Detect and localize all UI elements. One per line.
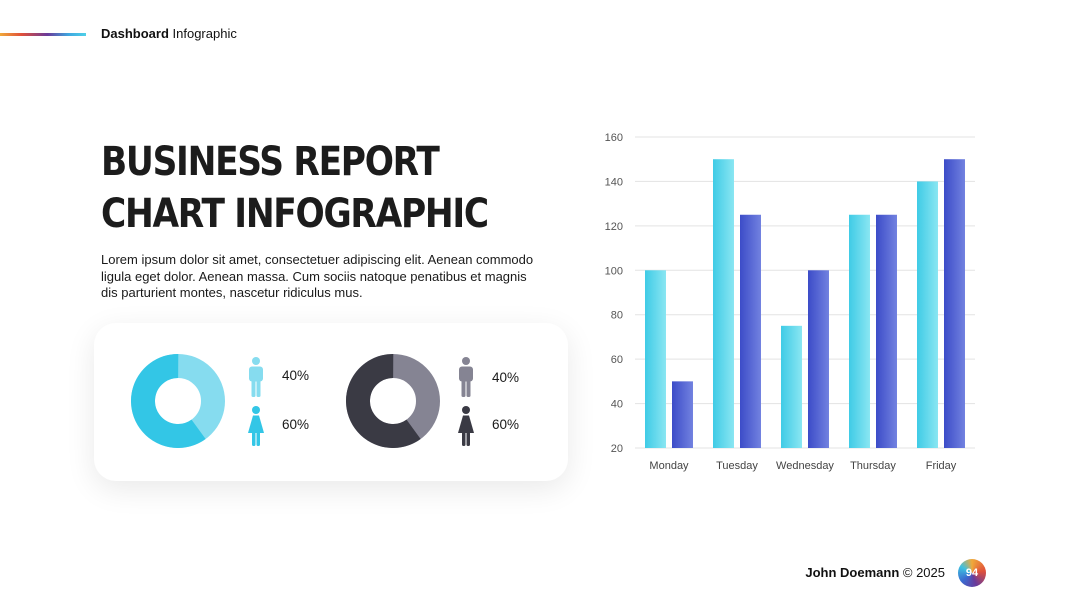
donut-1-male-percent: 40% bbox=[282, 368, 310, 383]
header-title-bold: Dashboard bbox=[101, 26, 169, 41]
bar-chart: 20 40 60 80 100 120 140 160 Monday Tuesday Wednesd… bbox=[590, 125, 990, 485]
page-title-line-2: CHART INFOGRAPHIC bbox=[101, 191, 489, 237]
male-icon bbox=[459, 357, 473, 397]
male-icon bbox=[249, 357, 263, 397]
footer-copyright: © 2025 bbox=[899, 565, 945, 580]
y-tick-label: 60 bbox=[611, 354, 623, 366]
bar-series-2-thursday bbox=[876, 214, 897, 448]
donut-card: 40% 60% 40% 60% bbox=[94, 323, 568, 481]
description-text: Lorem ipsum dolor sit amet, consectetuer… bbox=[101, 252, 534, 300]
x-tick-label: Thursday bbox=[850, 460, 896, 472]
x-tick-label: Wednesday bbox=[776, 460, 834, 472]
bar-series-2-tuesday bbox=[740, 214, 761, 448]
bar-series-2-monday bbox=[672, 381, 693, 448]
header-accent-line bbox=[0, 33, 86, 36]
y-tick-label: 80 bbox=[611, 310, 623, 322]
bar-chart-svg: 20 40 60 80 100 120 140 160 Monday Tuesday Wednesd… bbox=[605, 132, 975, 472]
donut-chart-2 bbox=[346, 354, 440, 448]
x-tick-label: Monday bbox=[649, 460, 689, 472]
donut-chart-1 bbox=[131, 354, 225, 448]
y-tick-label: 120 bbox=[605, 221, 623, 233]
female-icon bbox=[458, 406, 474, 446]
x-tick-label: Tuesday bbox=[716, 460, 758, 472]
header-title: Dashboard Infographic bbox=[101, 26, 237, 41]
bar-series-1-tuesday bbox=[713, 159, 734, 448]
y-tick-label: 40 bbox=[611, 399, 623, 411]
bar-series-1-friday bbox=[917, 181, 938, 448]
x-tick-label: Friday bbox=[926, 460, 957, 472]
female-icon bbox=[248, 406, 264, 446]
footer-author: John Doemann bbox=[805, 565, 900, 580]
y-tick-label: 100 bbox=[605, 265, 623, 277]
donut-2-female-percent: 60% bbox=[492, 417, 520, 432]
y-tick-label: 20 bbox=[611, 443, 623, 455]
bar-series-1-monday bbox=[645, 270, 666, 448]
y-tick-label: 160 bbox=[605, 132, 623, 144]
page-number-badge: 94 bbox=[958, 559, 986, 587]
donut-2-male-percent: 40% bbox=[492, 370, 520, 385]
bar-series-1-wednesday bbox=[781, 325, 802, 448]
header-title-rest: Infographic bbox=[168, 26, 237, 41]
page-title: BUSINESS REPORT CHART INFOGRAPHIC bbox=[101, 136, 489, 240]
footer-credit: John Doemann © 2025 bbox=[805, 565, 945, 580]
bar-series-1-thursday bbox=[849, 214, 870, 448]
bar-series-2-friday bbox=[944, 159, 965, 448]
bar-series-2-wednesday bbox=[808, 270, 829, 448]
y-tick-label: 140 bbox=[605, 176, 623, 188]
page-title-line-1: BUSINESS REPORT bbox=[101, 139, 440, 185]
donut-1-female-percent: 60% bbox=[282, 417, 310, 432]
